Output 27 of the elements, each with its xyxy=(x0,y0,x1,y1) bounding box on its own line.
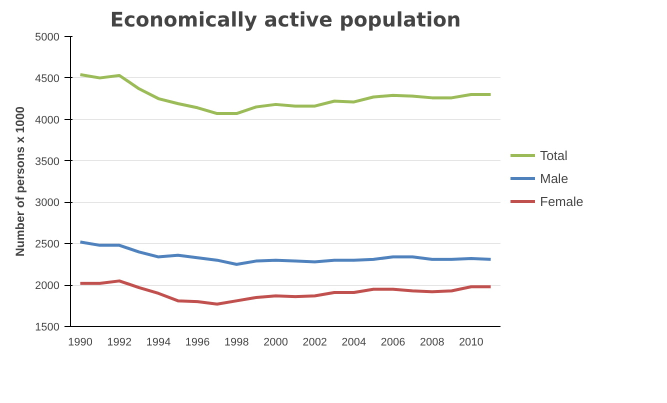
y-axis-title: Number of persons x 1000 xyxy=(13,106,28,257)
x-tick-label: 2010 xyxy=(458,336,484,348)
x-tick-label: 1992 xyxy=(107,336,132,348)
line-series xyxy=(78,279,492,306)
line-series xyxy=(78,73,492,116)
y-tick-label: 2000 xyxy=(35,280,60,292)
x-tick-label: 2004 xyxy=(342,336,366,348)
x-tick-label: 1996 xyxy=(185,336,210,348)
y-tick-label: 3500 xyxy=(35,156,60,168)
y-tick-label: 1500 xyxy=(35,322,60,334)
x-tick-label: 1998 xyxy=(224,336,249,348)
y-tick-label: 4000 xyxy=(35,114,60,126)
chart-title: Economically active population xyxy=(110,8,461,32)
legend-label: Female xyxy=(540,194,584,208)
y-tick-label: 4500 xyxy=(35,72,60,85)
x-tick-label: 2006 xyxy=(380,336,406,348)
y-tick-label: 3000 xyxy=(35,197,60,210)
x-tick-label: 2008 xyxy=(420,336,444,348)
legend-label: Total xyxy=(540,148,568,162)
line-series xyxy=(78,240,492,266)
y-tick-label: 2500 xyxy=(35,238,60,251)
x-tick-label: 1990 xyxy=(68,336,93,348)
y-tick-label: 5000 xyxy=(35,32,60,44)
legend-label: Male xyxy=(540,170,570,186)
x-tick-label: 2000 xyxy=(263,336,288,348)
x-tick-label: 2002 xyxy=(302,336,328,348)
x-tick-label: 1994 xyxy=(146,336,171,348)
